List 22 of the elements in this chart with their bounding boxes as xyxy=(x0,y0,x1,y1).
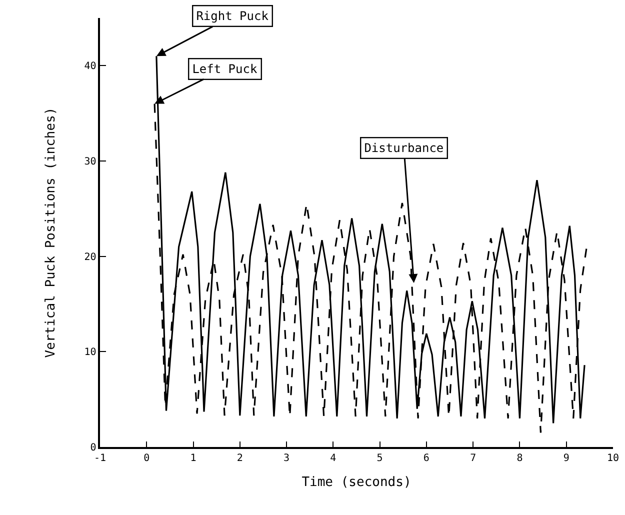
x-tick-label: -1 xyxy=(94,452,106,464)
annotation: Disturbance xyxy=(364,141,444,156)
x-tick-label: 6 xyxy=(423,452,430,464)
x-tick-label: 3 xyxy=(284,452,290,464)
annotation: Left Puck xyxy=(192,62,258,76)
x-tick-label: 7 xyxy=(470,452,476,464)
x-tick-label: 10 xyxy=(606,452,620,464)
x-tick-label: 1 xyxy=(190,452,196,464)
x-tick-label: 4 xyxy=(330,452,336,464)
y-tick-label: 20 xyxy=(84,252,96,263)
x-tick-label: 5 xyxy=(376,452,383,464)
y-axis-title: Vertical Puck Positions (inches) xyxy=(44,107,59,358)
x-tick-label: 9 xyxy=(563,452,570,464)
y-tick-label: 0 xyxy=(90,442,96,454)
x-tick-label: 0 xyxy=(144,452,150,464)
annotation: Right Puck xyxy=(196,9,270,24)
x-tick-label: 2 xyxy=(236,452,243,464)
x-axis-title: Time (seconds) xyxy=(302,474,412,490)
y-tick-label: 10 xyxy=(84,347,96,358)
x-tick-label: 8 xyxy=(516,452,523,464)
y-tick-label: 30 xyxy=(84,156,96,168)
y-tick-label: 40 xyxy=(84,61,96,72)
